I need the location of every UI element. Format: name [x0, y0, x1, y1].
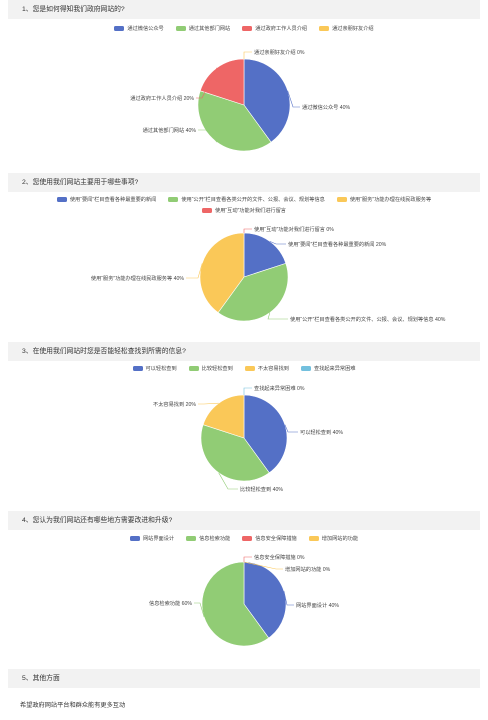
legend-item[interactable]: 不太容易找到: [244, 365, 289, 372]
legend-swatch: [308, 536, 319, 541]
pie-slice[interactable]: [217, 263, 289, 322]
legend-label: 增加网站的功能: [321, 536, 359, 542]
legend-item[interactable]: 使用“互动”功能对我们进行留言: [202, 207, 286, 214]
pie-data-label: 可以轻松查到 40%: [300, 428, 343, 436]
legend-item[interactable]: 使用“服务”功能办理在线民政服务等: [336, 196, 432, 203]
pie-data-label: 比较轻松查到 40%: [240, 485, 283, 493]
pie-data-label: 使用“服务”功能办理在线民政服务等 40%: [91, 274, 184, 282]
question-4-title: 4、您认为我们网站还有哪些地方需要改进和升级?: [8, 511, 480, 530]
chart-2-pie: 使用“要闻”栏目查看各种最重要的新闻 20% 使用“公开”栏目查看各类公开的文件、…: [91, 225, 446, 323]
legend-swatch: [114, 26, 125, 31]
legend-item[interactable]: 通过政府工作人员介绍: [242, 25, 307, 32]
legend-label: 使用“要闻”栏目查看各种最重要的新闻: [69, 197, 157, 203]
pie-slice[interactable]: [243, 58, 291, 143]
legend-swatch: [186, 536, 197, 541]
legend-label: 信息检索功能: [199, 536, 231, 542]
legend-swatch: [336, 197, 347, 202]
legend-label: 可以轻松查到: [145, 366, 177, 372]
chart-3-pie: 可以轻松查到 40% 比较轻松查到 40% 不太容易找到 20% 查找起来异常困难 0…: [153, 384, 343, 493]
pie-leader-line: [196, 67, 218, 99]
pie-slice[interactable]: [200, 424, 270, 482]
pie-data-label: 信息检索功能 60%: [149, 599, 192, 607]
legend-item[interactable]: 网站界面设计: [129, 535, 175, 542]
legend-label: 不太容易找到: [257, 366, 289, 372]
pie-leader-line: [243, 561, 283, 570]
legend-label: 使用“服务”功能办理在线民政服务等: [349, 197, 432, 203]
pie-leader-line: [194, 602, 205, 618]
pie-leader-line: [284, 424, 298, 433]
legend-label: 使用“公开”栏目查看各类公开的文件、公报、会议、规划等信息: [181, 197, 325, 203]
legend-label: 通过微信公众号: [127, 26, 164, 32]
pie-leader-line: [186, 263, 203, 279]
legend-swatch: [168, 197, 179, 202]
pie-leader-line: [198, 402, 219, 405]
legend-swatch: [242, 26, 253, 31]
legend-swatch: [242, 536, 253, 541]
legend-label: 信息安全保障措施: [255, 536, 297, 542]
legend-label: 查找起来异常困难: [313, 366, 356, 372]
legend-swatch: [129, 536, 140, 541]
pie-data-label: 使用“互动”功能对我们进行留言 0%: [254, 225, 334, 233]
pie-data-label: 不太容易找到 20%: [153, 400, 196, 408]
legend-item[interactable]: 信息检索功能: [186, 535, 230, 542]
legend-swatch: [300, 366, 311, 371]
question-5-answer: 希望政府网站平台和群众能有更多互动: [20, 702, 126, 709]
chart-1-pie: 通过微信公众号 40% 通过其他部门网站 40% 通过政府工作人员介绍 20% 通过亲…: [130, 48, 351, 152]
legend-item[interactable]: 通过微信公众号: [114, 25, 164, 32]
pie-leader-line: [243, 556, 252, 562]
legend-label: 网站界面设计: [142, 536, 175, 542]
legend-item[interactable]: 通过亲朋好友介绍: [319, 25, 374, 32]
legend-item[interactable]: 比较轻松查到: [188, 365, 233, 372]
legend-item[interactable]: 可以轻松查到: [132, 365, 177, 372]
legend-swatch: [132, 366, 143, 371]
legend-item[interactable]: 增加网站的功能: [308, 535, 359, 542]
pie-data-label: 信息安全保障措施 0%: [254, 553, 305, 561]
chart-3-legend: 可以轻松查到 比较轻松查到 不太容易找到 查找起来异常困难: [8, 365, 480, 372]
legend-label: 使用“互动”功能对我们进行留言: [215, 208, 286, 214]
pie-data-label: 使用“要闻”栏目查看各种最重要的新闻 20%: [288, 240, 387, 248]
legend-swatch: [319, 26, 330, 31]
pie-leader-line: [243, 228, 252, 233]
pie-leader-line: [283, 590, 294, 606]
pie-data-label: 通过其他部门网站 40%: [143, 126, 197, 134]
pie-leader-line: [269, 241, 286, 245]
legend-item[interactable]: 使用“公开”栏目查看各类公开的文件、公报、会议、规划等信息: [168, 196, 325, 203]
pie-slice[interactable]: [243, 232, 287, 278]
question-5-title: 5、其他方面: [8, 669, 480, 688]
chart-1-legend: 通过微信公众号 通过其他部门网站 通过政府工作人员介绍 通过亲朋好友介绍: [8, 25, 480, 32]
chart-4-pie: 网站界面设计 40% 信息检索功能 60% 信息安全保障措施 0% 增加网站的功能 0…: [149, 553, 339, 647]
legend-swatch: [188, 366, 199, 371]
legend-item[interactable]: 查找起来异常困难: [300, 365, 356, 372]
legend-item[interactable]: 信息安全保障措施: [242, 535, 297, 542]
pie-leader-line: [218, 472, 238, 490]
pie-data-label: 通过微信公众号 40%: [302, 103, 351, 111]
legend-label: 通过其他部门网站: [188, 26, 231, 32]
question-2-title: 2、您使用我们网站主要用于哪些事项?: [8, 173, 480, 192]
legend-swatch: [244, 366, 255, 371]
pie-data-label: 通过政府工作人员介绍 20%: [130, 94, 194, 102]
legend-swatch: [175, 26, 186, 31]
pie-data-label: 使用“公开”栏目查看各类公开的文件、公报、会议、规划等信息 40%: [290, 315, 446, 323]
pie-data-label: 增加网站的功能 0%: [285, 565, 331, 573]
chart-2-legend: 使用“要闻”栏目查看各种最重要的新闻 使用“公开”栏目查看各类公开的文件、公报、会…: [8, 196, 480, 214]
chart-4-legend: 网站界面设计 信息检索功能 信息安全保障措施 增加网站的功能: [8, 535, 480, 542]
legend-label: 比较轻松查到: [201, 366, 233, 372]
pie-leader-line: [243, 51, 252, 59]
legend-label: 通过政府工作人员介绍: [255, 26, 308, 32]
question-3-title: 3、在使用我们网站时您是否能轻松查找到所需的信息?: [8, 342, 480, 361]
legend-item[interactable]: 使用“要闻”栏目查看各种最重要的新闻: [56, 196, 157, 203]
question-1-title: 1、您是如何得知我们政府网站的?: [8, 0, 480, 19]
pie-leader-line: [267, 312, 288, 320]
pie-slice[interactable]: [202, 394, 245, 439]
pie-data-label: 查找起来异常困难 0%: [254, 384, 305, 392]
legend-swatch: [202, 208, 213, 213]
pie-leader-line: [287, 90, 300, 108]
pie-leader-line: [198, 129, 218, 143]
pie-data-label: 通过亲朋好友介绍 0%: [254, 48, 305, 56]
legend-item[interactable]: 通过其他部门网站: [175, 25, 231, 32]
pie-data-label: 网站界面设计 40%: [296, 601, 339, 609]
legend-label: 通过亲朋好友介绍: [332, 26, 374, 32]
pie-leader-line: [243, 387, 252, 395]
legend-swatch: [56, 197, 67, 202]
